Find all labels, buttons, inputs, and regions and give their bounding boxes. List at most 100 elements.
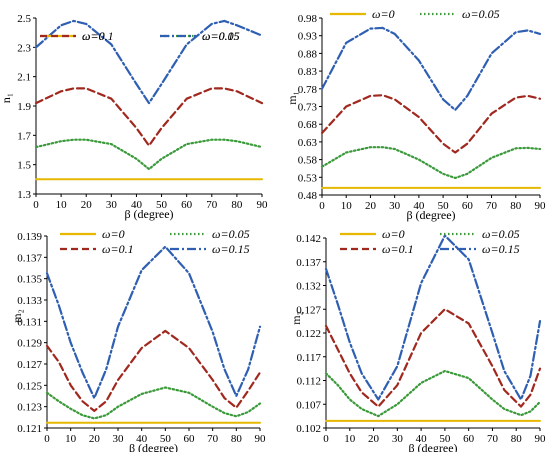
x-tick-label: 0	[33, 199, 39, 211]
legend-label: ω=0.05	[482, 227, 520, 241]
x-tick-label: 20	[368, 433, 380, 445]
y-tick-label: 0.135	[17, 274, 42, 286]
chart-panel-3: 0.121 0.123 0.125 0.127 0.129 0.131 0.133 0.135…	[10, 227, 266, 452]
y-tick-label: 0.123	[17, 402, 42, 414]
y-tick-label: 0.68	[298, 119, 318, 131]
legend-label: ω=0	[372, 7, 395, 21]
x-tick-label: 90	[535, 433, 547, 445]
legend-label: ω=0.15	[202, 29, 240, 43]
y-tick-label: 0.83	[298, 66, 318, 78]
x-tick-label: 80	[510, 200, 522, 212]
x-tick-label: 80	[511, 433, 523, 445]
x-tick-label: 10	[65, 433, 77, 445]
y-tick-label: 0.139	[17, 231, 42, 243]
x-tick-label: 80	[231, 433, 243, 445]
series-line-3	[45, 329, 262, 412]
series-line-2	[320, 146, 542, 180]
x-tick-label: 70	[487, 433, 499, 445]
y-tick-label: 0.107	[296, 399, 321, 411]
series-line-2	[324, 369, 542, 418]
y-tick-label: 0.112	[297, 376, 321, 388]
y-tick-label: 0.129	[17, 338, 42, 350]
series-line-3	[320, 94, 542, 154]
x-tick-label: 70	[207, 433, 219, 445]
legend-label: ω=0.05	[462, 7, 500, 21]
legend: ω=0 ω=0.05 ω=0.1 ω=0.15	[340, 227, 520, 256]
x-tick-label: 30	[392, 433, 404, 445]
y-axis-label: m₁	[285, 91, 299, 105]
legend: ω=0 ω=0.05 ω=0.1 ω=0.15	[40, 29, 240, 43]
legend-label: ω=0.1	[82, 29, 114, 43]
x-tick-label: 40	[416, 433, 428, 445]
x-tick-label: 70	[486, 200, 498, 212]
x-tick-label: 70	[206, 199, 218, 211]
y-tick-label: 0.132	[296, 281, 321, 293]
legend-label: ω=0	[82, 29, 105, 43]
y-tick-label: 0.48	[298, 190, 318, 202]
x-tick-label: 50	[156, 199, 168, 211]
x-tick-label: 0	[319, 200, 325, 212]
y-tick-label: 0.125	[17, 380, 42, 392]
x-tick-label: 30	[113, 433, 125, 445]
y-tick-label: 2.1	[17, 72, 31, 84]
x-axis-label: β (degree)	[406, 208, 455, 222]
x-tick-label: 40	[413, 200, 425, 212]
x-tick-label: 80	[231, 199, 243, 211]
x-axis-label: β (degree)	[408, 441, 457, 452]
x-tick-label: 20	[89, 433, 101, 445]
x-axis-label: β (degree)	[124, 207, 173, 221]
legend: ω=0 ω=0.05 ω=0.1 ω=0.15	[60, 227, 250, 256]
legend-label: ω=0.05	[212, 227, 250, 241]
y-tick-label: 1.7	[17, 130, 31, 142]
y-tick-label: 0.63	[298, 137, 318, 149]
y-tick-label: 0.93	[298, 31, 318, 43]
x-tick-label: 40	[131, 199, 143, 211]
x-tick-label: 50	[438, 200, 450, 212]
y-tick-label: 0.73	[298, 102, 318, 114]
y-axis-label: n₁	[0, 93, 13, 103]
x-tick-label: 10	[341, 200, 353, 212]
y-tick-label: 0.142	[296, 233, 321, 245]
x-tick-label: 90	[255, 433, 267, 445]
x-tick-label: 30	[106, 199, 118, 211]
legend-label: ω=0.1	[382, 242, 414, 256]
chart-panel-2: 0.48 0.53 0.58 0.63 0.68 0.73 0.78 0.83 0.88 0.93…	[285, 7, 546, 222]
series-line-2	[45, 386, 262, 420]
x-tick-label: 90	[535, 200, 547, 212]
y-tick-label: 1.9	[17, 101, 31, 113]
y-tick-label: 0.127	[296, 304, 321, 316]
legend-label: ω=0.15	[482, 242, 520, 256]
legend-label: ω=0.05	[202, 29, 240, 43]
y-axis-label: m₂	[289, 311, 303, 325]
y-tick-label: 0.131	[17, 316, 42, 328]
x-tick-label: 20	[365, 200, 377, 212]
y-tick-label: 2.3	[17, 42, 31, 54]
y-tick-label: 0.122	[296, 328, 321, 340]
y-tick-label: 0.121	[17, 423, 42, 435]
x-tick-label: 40	[136, 433, 148, 445]
y-tick-label: 0.127	[17, 359, 42, 371]
x-tick-label: 50	[439, 433, 451, 445]
chart-panel-4: 0.102 0.107 0.112 0.117 0.122 0.127 0.132 0.137…	[289, 227, 546, 452]
x-tick-label: 30	[389, 200, 401, 212]
y-tick-label: 0.117	[297, 352, 322, 364]
x-tick-label: 20	[81, 199, 93, 211]
y-tick-label: 0.137	[296, 257, 321, 269]
y-tick-label: 1.3	[17, 189, 31, 201]
series-line-4	[324, 234, 542, 401]
series-line-3	[324, 308, 542, 408]
x-tick-label: 0	[44, 433, 50, 445]
x-tick-label: 0	[323, 433, 329, 445]
legend: ω=0 ω=0.05	[330, 7, 500, 21]
legend-label: ω=0	[382, 227, 405, 241]
x-tick-label: 60	[184, 433, 196, 445]
legend-label: ω=0.15	[212, 242, 250, 256]
series-line-3	[34, 87, 264, 147]
legend-label: ω=0	[102, 227, 125, 241]
y-tick-label: 0.53	[298, 172, 318, 184]
x-tick-label: 90	[257, 199, 269, 211]
x-tick-label: 10	[344, 433, 356, 445]
y-tick-label: 0.133	[17, 295, 42, 307]
series-line-4	[45, 245, 262, 400]
